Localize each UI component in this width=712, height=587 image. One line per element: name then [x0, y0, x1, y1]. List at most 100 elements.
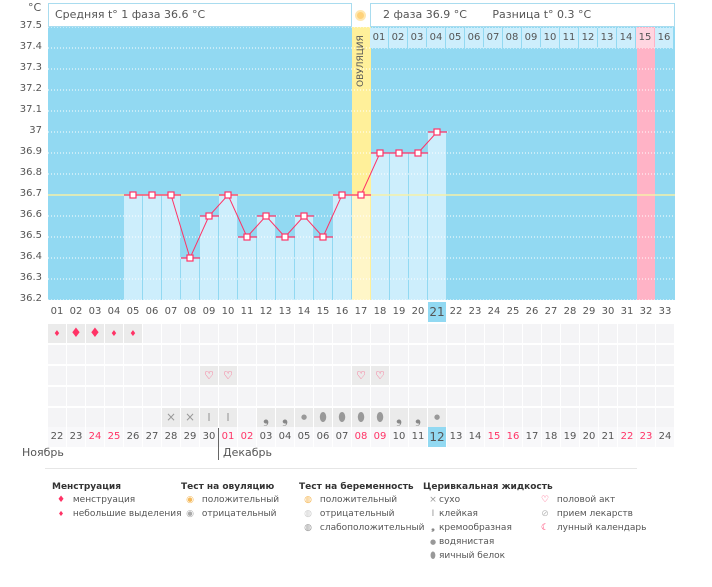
empty-marker-cell[interactable]	[371, 345, 389, 364]
empty-marker-cell[interactable]	[352, 345, 370, 364]
empty-marker-cell[interactable]	[656, 408, 674, 427]
empty-marker-cell[interactable]	[105, 366, 123, 385]
empty-marker-cell[interactable]	[238, 366, 256, 385]
empty-marker-cell[interactable]	[295, 366, 313, 385]
empty-marker-cell[interactable]	[618, 387, 636, 406]
empty-marker-cell[interactable]	[200, 387, 218, 406]
empty-marker-cell[interactable]	[504, 345, 522, 364]
empty-marker-cell[interactable]	[124, 345, 142, 364]
marker-cell[interactable]: ♡	[219, 366, 237, 385]
empty-marker-cell[interactable]	[143, 345, 161, 364]
empty-marker-cell[interactable]	[561, 324, 579, 343]
empty-marker-cell[interactable]	[428, 324, 446, 343]
empty-marker-cell[interactable]	[371, 324, 389, 343]
empty-marker-cell[interactable]	[523, 345, 541, 364]
empty-marker-cell[interactable]	[181, 324, 199, 343]
empty-marker-cell[interactable]	[219, 387, 237, 406]
empty-marker-cell[interactable]	[238, 408, 256, 427]
empty-marker-cell[interactable]	[428, 387, 446, 406]
empty-marker-cell[interactable]	[637, 345, 655, 364]
empty-marker-cell[interactable]	[523, 324, 541, 343]
empty-marker-cell[interactable]	[656, 345, 674, 364]
marker-cell[interactable]: ⬮	[352, 408, 370, 427]
empty-marker-cell[interactable]	[162, 366, 180, 385]
marker-cell[interactable]: ❟	[409, 408, 427, 427]
marker-cell[interactable]: ♡	[200, 366, 218, 385]
empty-marker-cell[interactable]	[504, 324, 522, 343]
empty-marker-cell[interactable]	[86, 387, 104, 406]
marker-cell[interactable]: ●	[295, 408, 313, 427]
empty-marker-cell[interactable]	[181, 366, 199, 385]
empty-marker-cell[interactable]	[238, 345, 256, 364]
marker-cell[interactable]: I	[219, 408, 237, 427]
empty-marker-cell[interactable]	[428, 345, 446, 364]
empty-marker-cell[interactable]	[599, 324, 617, 343]
empty-marker-cell[interactable]	[162, 324, 180, 343]
marker-cell[interactable]: ♡	[371, 366, 389, 385]
empty-marker-cell[interactable]	[105, 408, 123, 427]
empty-marker-cell[interactable]	[637, 408, 655, 427]
marker-cell[interactable]: ❟	[257, 408, 275, 427]
marker-cell[interactable]: ♦	[86, 324, 104, 343]
empty-marker-cell[interactable]	[428, 366, 446, 385]
empty-marker-cell[interactable]	[542, 387, 560, 406]
empty-marker-cell[interactable]	[656, 324, 674, 343]
empty-marker-cell[interactable]	[86, 408, 104, 427]
empty-marker-cell[interactable]	[333, 324, 351, 343]
empty-marker-cell[interactable]	[447, 345, 465, 364]
marker-cell[interactable]: I	[200, 408, 218, 427]
empty-marker-cell[interactable]	[276, 324, 294, 343]
empty-marker-cell[interactable]	[390, 366, 408, 385]
marker-cell[interactable]: ⬮	[314, 408, 332, 427]
empty-marker-cell[interactable]	[200, 345, 218, 364]
empty-marker-cell[interactable]	[580, 324, 598, 343]
empty-marker-cell[interactable]	[599, 366, 617, 385]
empty-marker-cell[interactable]	[409, 324, 427, 343]
empty-marker-cell[interactable]	[580, 345, 598, 364]
empty-marker-cell[interactable]	[542, 345, 560, 364]
empty-marker-cell[interactable]	[314, 345, 332, 364]
empty-marker-cell[interactable]	[238, 387, 256, 406]
marker-cell[interactable]: ❟	[390, 408, 408, 427]
marker-cell[interactable]: ♡	[352, 366, 370, 385]
empty-marker-cell[interactable]	[409, 366, 427, 385]
empty-marker-cell[interactable]	[314, 324, 332, 343]
empty-marker-cell[interactable]	[523, 366, 541, 385]
empty-marker-cell[interactable]	[447, 324, 465, 343]
marker-cell[interactable]: ❟	[276, 408, 294, 427]
empty-marker-cell[interactable]	[637, 387, 655, 406]
empty-marker-cell[interactable]	[143, 408, 161, 427]
empty-marker-cell[interactable]	[257, 366, 275, 385]
empty-marker-cell[interactable]	[371, 387, 389, 406]
empty-marker-cell[interactable]	[542, 324, 560, 343]
empty-marker-cell[interactable]	[67, 387, 85, 406]
empty-marker-cell[interactable]	[333, 387, 351, 406]
empty-marker-cell[interactable]	[219, 345, 237, 364]
empty-marker-cell[interactable]	[67, 408, 85, 427]
empty-marker-cell[interactable]	[447, 408, 465, 427]
empty-marker-cell[interactable]	[105, 387, 123, 406]
empty-marker-cell[interactable]	[238, 324, 256, 343]
marker-cell[interactable]: ♦	[48, 324, 66, 343]
empty-marker-cell[interactable]	[352, 387, 370, 406]
marker-cell[interactable]: ♦	[105, 324, 123, 343]
empty-marker-cell[interactable]	[485, 408, 503, 427]
empty-marker-cell[interactable]	[523, 408, 541, 427]
empty-marker-cell[interactable]	[580, 387, 598, 406]
empty-marker-cell[interactable]	[219, 324, 237, 343]
empty-marker-cell[interactable]	[143, 366, 161, 385]
empty-marker-cell[interactable]	[656, 387, 674, 406]
marker-cell[interactable]: ♦	[67, 324, 85, 343]
empty-marker-cell[interactable]	[295, 387, 313, 406]
empty-marker-cell[interactable]	[124, 408, 142, 427]
empty-marker-cell[interactable]	[181, 387, 199, 406]
empty-marker-cell[interactable]	[580, 408, 598, 427]
empty-marker-cell[interactable]	[485, 387, 503, 406]
marker-cell[interactable]: ×	[181, 408, 199, 427]
empty-marker-cell[interactable]	[67, 345, 85, 364]
empty-marker-cell[interactable]	[466, 324, 484, 343]
empty-marker-cell[interactable]	[390, 345, 408, 364]
empty-marker-cell[interactable]	[485, 366, 503, 385]
empty-marker-cell[interactable]	[447, 366, 465, 385]
empty-marker-cell[interactable]	[466, 408, 484, 427]
